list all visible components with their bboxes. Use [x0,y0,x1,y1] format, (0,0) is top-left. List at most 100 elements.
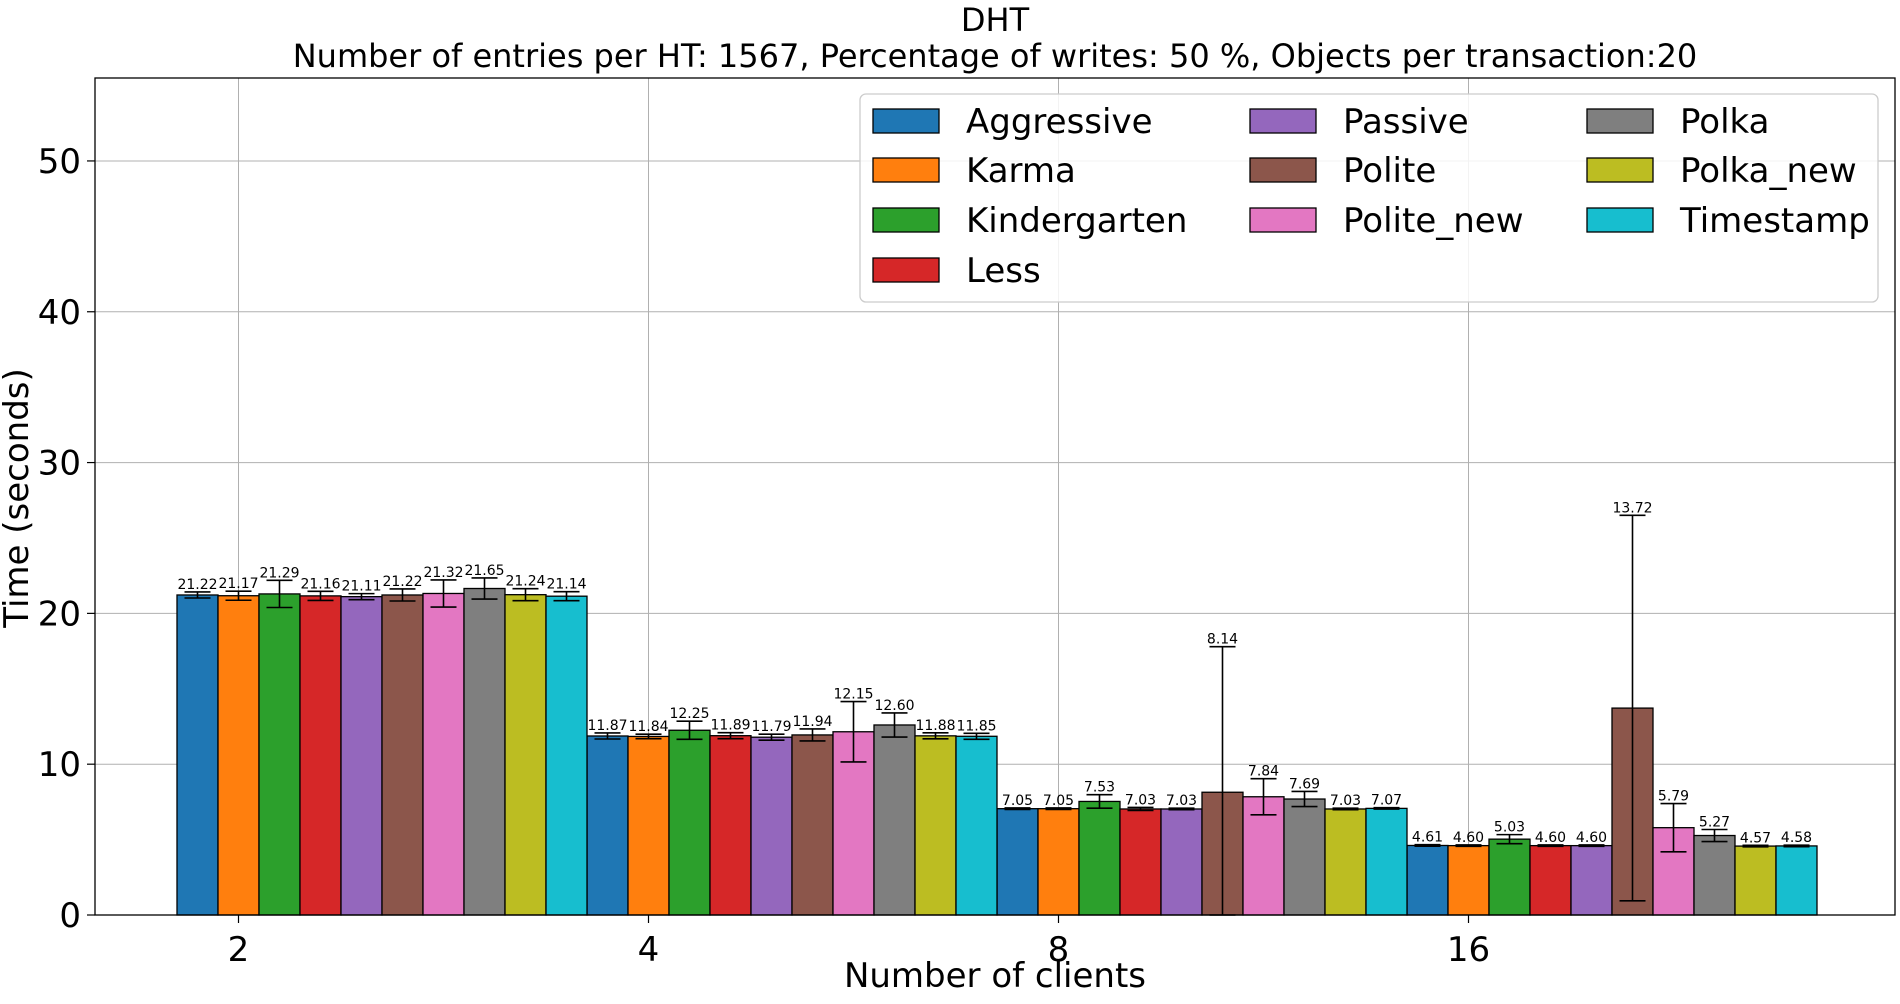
y-tick-label: 10 [38,745,81,785]
y-tick-label: 50 [38,142,81,182]
bar-value-label: 11.89 [710,718,750,734]
legend-label: Less [966,251,1041,291]
bar-value-label: 21.29 [259,565,299,581]
bar-value-labels: 21.22 11.87 7.05 4.61 21.17 11.84 7.05 4.60 21.2… [177,500,1812,846]
bar-value-label: 13.72 [1612,500,1652,516]
bar-value-label: 7.03 [1330,793,1361,809]
bar-value-label: 4.60 [1535,830,1566,846]
bar-value-label: 11.79 [751,719,791,735]
legend-swatch [1249,108,1317,134]
bar-value-label: 7.05 [1002,793,1033,809]
legend: Aggressive Karma Kindergarten Less Passive Po… [859,93,1879,303]
bar-value-label: 21.11 [341,579,381,595]
bar [1529,844,1572,916]
bar [709,735,752,916]
bar-value-label: 7.03 [1166,793,1197,809]
bar-value-label: 21.24 [505,574,545,590]
bar-value-label: 11.84 [628,719,668,735]
legend-label: Karma [966,151,1076,191]
bar-value-label: 7.84 [1248,764,1279,780]
bar [1324,808,1367,916]
bar-value-label: 12.60 [874,698,914,714]
bar-value-label: 21.22 [382,574,422,590]
bar [258,593,301,916]
legend-box [859,93,1879,303]
bar-value-label: 4.58 [1781,830,1812,846]
chart-title: DHT [961,1,1030,39]
x-tick-label: 16 [1447,930,1490,970]
bar-value-label: 7.69 [1289,776,1320,792]
bar [1693,834,1736,916]
bar [914,735,957,916]
legend-label: Kindergarten [966,201,1187,241]
bar [1160,808,1203,916]
bar [176,594,219,916]
legend-label: Passive [1343,102,1469,142]
legend-label: Polite_new [1343,201,1524,241]
legend-swatch [1249,157,1317,183]
bar [1734,845,1777,916]
bar-value-label: 4.60 [1453,830,1484,846]
bar [873,724,916,916]
bar-value-label: 7.53 [1084,780,1115,796]
legend-swatch [1586,207,1654,233]
bar [217,595,260,916]
axis-layer: 0 10 20 30 40 50 2 4 8 16 [38,77,1896,970]
bar [996,808,1039,916]
bar-value-label: 11.88 [915,718,955,734]
bar [1406,844,1449,916]
bar-value-label: 21.14 [546,577,586,593]
x-axis-label: Number of clients [844,956,1146,996]
bar [1775,845,1818,916]
legend-label: Polka [1680,102,1769,142]
bar [586,735,629,916]
y-tick-label: 40 [38,293,81,333]
legend-label: Timestamp [1679,201,1870,241]
legend-label: Polite [1343,151,1436,191]
chart-subtitle: Number of entries per HT: 1567, Percenta… [293,37,1698,75]
x-tick-label: 4 [638,930,660,970]
plot-frame [94,77,1896,916]
bar [750,736,793,916]
bar [422,592,465,916]
bar-value-label: 5.03 [1494,820,1525,836]
bar-value-label: 7.07 [1371,793,1402,809]
legend-label: Aggressive [966,102,1153,142]
bar [1283,798,1326,916]
bar-value-label: 21.32 [423,565,463,581]
bar-value-label: 4.60 [1576,830,1607,846]
bar-value-label: 21.17 [218,576,258,592]
bar [955,735,998,916]
legend-swatch [872,108,940,134]
bar-value-label: 21.22 [177,577,217,593]
bar-value-label: 12.25 [669,706,709,722]
bar-value-label: 21.65 [464,563,504,579]
bar-value-label: 21.16 [300,576,340,592]
bar [668,729,711,916]
x-tick-label: 2 [228,930,250,970]
x-tick-label: 8 [1048,930,1070,970]
bar-value-label: 11.85 [956,718,996,734]
bar [299,595,342,916]
bar [1447,844,1490,916]
y-tick-label: 30 [38,444,81,484]
legend-label: Polka_new [1680,151,1857,191]
bar-value-label: 4.57 [1740,830,1771,846]
legend-swatch [1586,108,1654,134]
bar-value-label: 7.03 [1125,792,1156,808]
bar [791,734,834,916]
bar-value-label: 11.87 [587,718,627,734]
bar-value-label: 5.27 [1699,814,1730,830]
bar [545,595,588,916]
legend-swatch [1249,207,1317,233]
bar [1570,844,1613,916]
bar [1119,808,1162,916]
legend-swatch [1586,157,1654,183]
bar-value-label: 7.05 [1043,793,1074,809]
bar [381,594,424,916]
bar-value-label: 12.15 [833,687,873,703]
bar [340,595,383,916]
bar [627,735,670,916]
